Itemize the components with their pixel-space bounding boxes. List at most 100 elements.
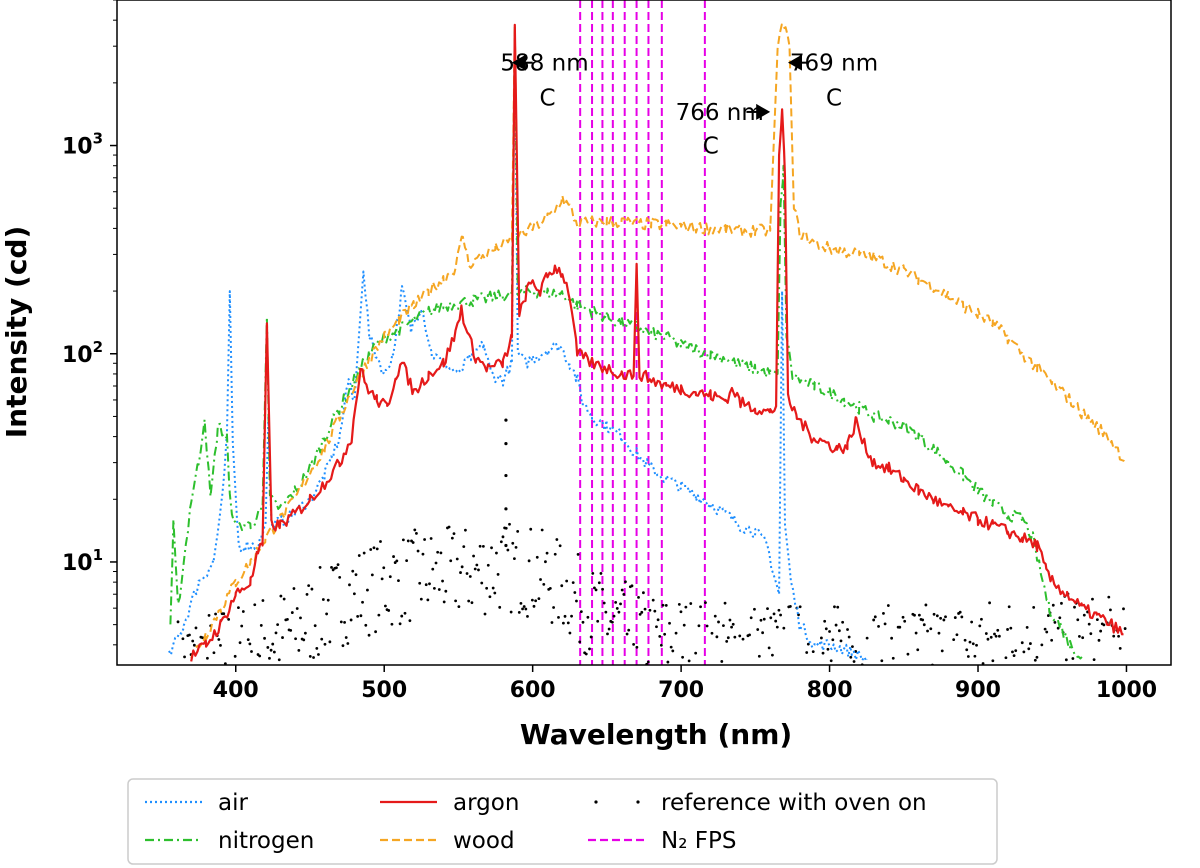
reference-point xyxy=(312,656,315,659)
x-tick-label: 700 xyxy=(658,678,704,703)
reference-point xyxy=(465,572,469,575)
reference-point xyxy=(823,619,827,623)
reference-point xyxy=(266,646,270,649)
reference-point xyxy=(1092,658,1096,661)
reference-point xyxy=(882,612,885,615)
reference-point xyxy=(586,615,590,619)
reference-point xyxy=(733,635,737,639)
reference-point xyxy=(290,611,294,614)
reference-point xyxy=(704,601,707,605)
reference-point xyxy=(806,642,810,646)
reference-point xyxy=(935,614,939,618)
reference-point xyxy=(444,589,448,593)
reference-point xyxy=(640,610,644,614)
reference-point xyxy=(953,616,957,619)
reference-point xyxy=(241,610,245,613)
reference-point xyxy=(625,632,629,636)
reference-point xyxy=(1102,623,1106,627)
reference-point xyxy=(960,615,964,619)
reference-point xyxy=(1109,608,1112,612)
reference-point xyxy=(370,573,374,577)
annotation-label: C xyxy=(826,86,842,112)
reference-point xyxy=(318,566,322,569)
reference-point xyxy=(1122,607,1125,611)
reference-point xyxy=(965,648,969,652)
reference-point xyxy=(839,639,843,643)
reference-point xyxy=(766,607,769,611)
reference-point xyxy=(648,608,652,612)
reference-point xyxy=(619,602,622,606)
reference-point xyxy=(548,586,552,590)
reference-point xyxy=(591,572,595,575)
reference-point xyxy=(829,659,833,663)
reference-point xyxy=(846,628,849,631)
reference-point xyxy=(901,615,905,619)
reference-point xyxy=(452,532,456,536)
reference-point xyxy=(684,605,688,609)
reference-point xyxy=(194,626,198,630)
reference-point xyxy=(258,654,262,658)
reference-point xyxy=(883,622,887,626)
reference-point xyxy=(841,620,845,624)
reference-point xyxy=(545,551,549,555)
reference-point xyxy=(769,616,773,620)
reference-point xyxy=(250,650,253,653)
reference-point xyxy=(782,626,786,630)
legend-label: nitrogen xyxy=(218,828,314,854)
reference-point xyxy=(653,609,657,613)
reference-point xyxy=(335,566,338,570)
reference-point xyxy=(921,618,925,622)
reference-point xyxy=(970,620,974,624)
reference-point xyxy=(552,606,555,609)
reference-point xyxy=(579,610,583,613)
reference-point xyxy=(620,588,624,592)
reference-point xyxy=(188,633,191,637)
reference-point xyxy=(464,528,467,532)
reference-point xyxy=(952,638,956,642)
reference-point xyxy=(978,624,982,628)
reference-point xyxy=(939,616,943,620)
reference-point xyxy=(635,645,639,649)
reference-point xyxy=(354,573,358,577)
reference-point xyxy=(392,555,395,558)
reference-point xyxy=(898,625,902,629)
reference-point xyxy=(320,637,324,641)
reference-point xyxy=(847,635,851,639)
reference-point xyxy=(557,615,560,619)
reference-point xyxy=(367,633,371,637)
reference-point xyxy=(276,623,280,626)
reference-point xyxy=(1064,658,1068,662)
reference-point xyxy=(610,620,614,624)
reference-point xyxy=(313,624,317,628)
reference-point xyxy=(1087,622,1091,626)
reference-point xyxy=(253,603,257,607)
reference-point xyxy=(504,442,508,446)
reference-point xyxy=(1006,628,1009,631)
reference-point xyxy=(413,528,417,532)
reference-point xyxy=(1073,605,1076,609)
reference-point xyxy=(1107,595,1111,599)
reference-point xyxy=(565,579,569,583)
reference-point xyxy=(374,630,378,634)
reference-point xyxy=(183,655,186,659)
reference-point xyxy=(805,651,809,654)
reference-point xyxy=(477,568,480,572)
reference-point xyxy=(192,643,196,647)
reference-point xyxy=(375,547,379,551)
reference-point xyxy=(1081,636,1085,640)
reference-point xyxy=(449,559,453,563)
reference-point xyxy=(513,557,516,561)
reference-point xyxy=(922,623,926,627)
reference-point xyxy=(1033,658,1037,662)
reference-point xyxy=(206,656,209,660)
annotation-label: C xyxy=(539,86,555,112)
reference-point xyxy=(1043,627,1047,631)
reference-point xyxy=(819,636,823,640)
reference-point xyxy=(788,605,792,608)
reference-point xyxy=(929,627,933,631)
reference-point xyxy=(563,614,567,618)
reference-point xyxy=(281,636,284,639)
reference-point xyxy=(455,557,459,561)
reference-point xyxy=(986,637,990,641)
